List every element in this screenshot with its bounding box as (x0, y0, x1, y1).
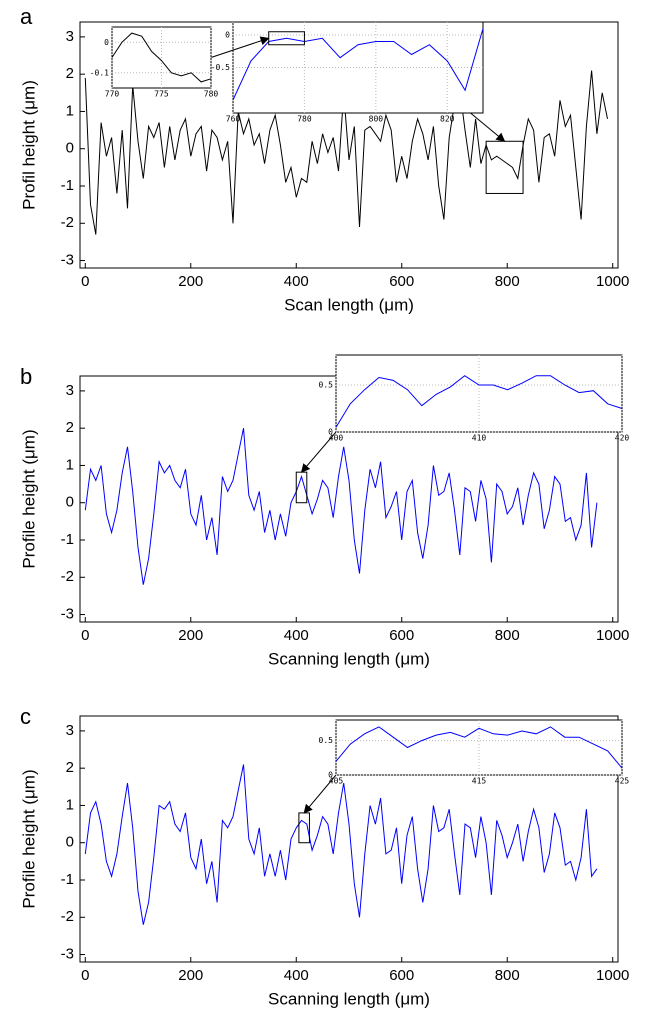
profile-line (84, 70, 608, 235)
profile-line (335, 726, 623, 769)
profile-line (111, 32, 212, 83)
profile-line (84, 428, 598, 585)
x-tick-label: 600 (389, 967, 414, 984)
x-tick-label: 600 (389, 627, 414, 644)
y-tick-label: -2 (61, 568, 74, 585)
arrow (210, 36, 270, 58)
y-tick-label: -1 (61, 871, 74, 888)
x-axis-label: Scanning length (μm) (268, 989, 430, 1008)
plot-frame (79, 715, 619, 963)
arrow (470, 112, 506, 142)
panel-label: a (20, 4, 33, 29)
inset-frame (335, 354, 623, 433)
arrow (300, 431, 337, 473)
x-tick-label: 1000 (596, 627, 629, 644)
inset-x-tick-label: 820 (440, 115, 455, 124)
panel-label: b (20, 364, 32, 389)
y-tick-label: 2 (66, 65, 74, 82)
inset-x-tick-label: 800 (369, 115, 384, 124)
inset-y-tick-label: 0.5 (319, 736, 334, 745)
inset-x-tick-label: 760 (226, 115, 241, 124)
inset-x-tick-label: 420 (615, 434, 630, 443)
arrow (303, 774, 337, 814)
zoom-box (485, 140, 524, 194)
inset-x-tick-label: 405 (329, 777, 344, 786)
inset-y-tick-label: 0 (104, 38, 109, 47)
y-tick-label: 1 (66, 102, 74, 119)
inset-y-tick-label: 0.5 (319, 381, 334, 390)
y-tick-label: -2 (61, 908, 74, 925)
y-axis-label: Profile height (μm) (19, 769, 38, 908)
y-tick-label: 3 (66, 28, 74, 45)
x-tick-label: 200 (178, 627, 203, 644)
x-tick-label: 800 (495, 273, 520, 290)
x-tick-label: 0 (81, 273, 89, 290)
inset-x-tick-label: 410 (472, 434, 487, 443)
x-tick-label: 0 (81, 627, 89, 644)
y-tick-label: 3 (66, 722, 74, 739)
x-tick-label: 400 (284, 967, 309, 984)
inset-y-tick-label: 0 (328, 428, 333, 437)
inset-x-tick-label: 770 (105, 90, 120, 99)
y-tick-label: -2 (61, 214, 74, 231)
y-tick-label: -3 (61, 946, 74, 963)
y-axis-label: Profil height (μm) (19, 80, 38, 210)
y-tick-label: 2 (66, 759, 74, 776)
x-tick-label: 1000 (596, 967, 629, 984)
profile-line (335, 375, 623, 428)
inset-x-tick-label: 780 (204, 90, 219, 99)
x-tick-label: 200 (178, 967, 203, 984)
x-axis-label: Scan length (μm) (284, 295, 414, 314)
x-axis-label: Scanning length (μm) (268, 649, 430, 668)
panel-label: c (20, 704, 31, 729)
x-tick-label: 800 (495, 627, 520, 644)
inset-x-tick-label: 400 (329, 434, 344, 443)
y-tick-label: -3 (61, 252, 74, 269)
y-tick-label: 0 (66, 140, 74, 157)
x-tick-label: 1000 (596, 273, 629, 290)
inset-y-tick-label: -0.1 (90, 68, 109, 77)
profile-line (232, 28, 484, 101)
y-tick-label: 0 (66, 494, 74, 511)
y-tick-label: 1 (66, 456, 74, 473)
y-tick-label: 2 (66, 419, 74, 436)
inset-y-tick-label: -0.5 (211, 63, 230, 72)
x-tick-label: 400 (284, 627, 309, 644)
y-axis-label: Profile height (μm) (19, 429, 38, 568)
profile-line (84, 764, 598, 925)
x-tick-label: 800 (495, 967, 520, 984)
y-tick-label: 0 (66, 834, 74, 851)
x-tick-label: 400 (284, 273, 309, 290)
x-tick-label: 200 (178, 273, 203, 290)
x-tick-label: 600 (389, 273, 414, 290)
inset-x-tick-label: 780 (297, 115, 312, 124)
inset-x-tick-label: 425 (615, 777, 630, 786)
inset-frame (232, 21, 484, 114)
inset-x-tick-label: 415 (472, 777, 487, 786)
inset-y-tick-label: 0 (225, 31, 230, 40)
x-tick-label: 0 (81, 967, 89, 984)
inset-y-tick-label: 0 (328, 771, 333, 780)
y-tick-label: -1 (61, 177, 74, 194)
y-tick-label: 3 (66, 382, 74, 399)
y-tick-label: -3 (61, 606, 74, 623)
inset-x-tick-label: 775 (154, 90, 169, 99)
y-tick-label: 1 (66, 796, 74, 813)
y-tick-label: -1 (61, 531, 74, 548)
